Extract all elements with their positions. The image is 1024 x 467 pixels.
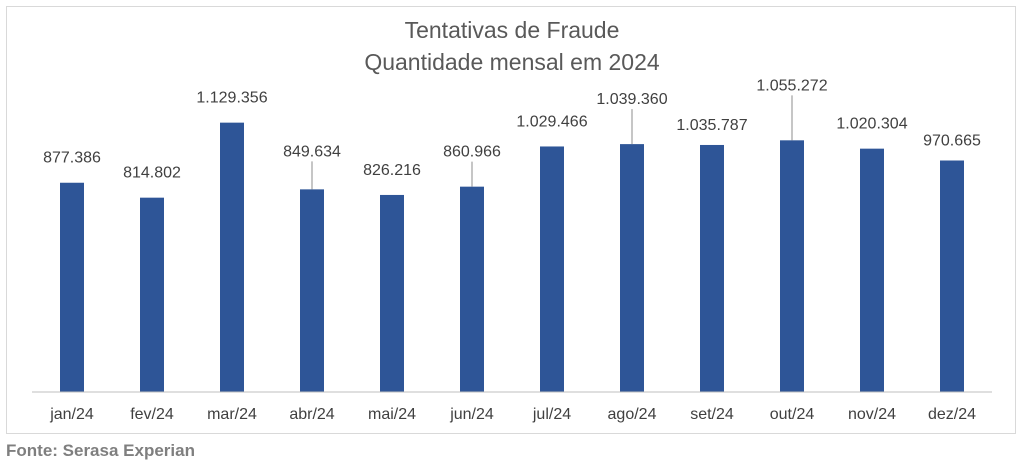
data-label-mar-24: 1.129.356 (196, 90, 267, 107)
chart-frame: Tentativas de Fraude Quantidade mensal e… (6, 6, 1016, 434)
bar-abr-24 (300, 189, 324, 392)
x-tick-mar-24: mar/24 (207, 406, 257, 423)
data-label-ago-24: 1.039.360 (596, 91, 667, 108)
chart-title: Tentativas de Fraude (405, 17, 620, 43)
x-tick-abr-24: abr/24 (289, 406, 334, 423)
chart-subtitle: Quantidade mensal em 2024 (364, 49, 660, 75)
x-tick-labels: jan/24 fev/24 mar/24 abr/24 mai/24 jun/24 jul/… (49, 406, 976, 423)
bar-nov-24 (860, 148, 884, 392)
x-tick-fev-24: fev/24 (130, 406, 174, 423)
bar-ago-24 (620, 144, 644, 392)
data-labels: 877.386 814.802 1.129.356 849.634 826.216 860… (43, 77, 981, 181)
x-tick-dez-24: dez/24 (928, 406, 976, 423)
bar-chart: Tentativas de Fraude Quantidade mensal e… (32, 17, 992, 423)
data-label-dez-24: 970.665 (923, 132, 981, 149)
bar-jun-24 (460, 186, 484, 392)
data-label-mai-24: 826.216 (363, 162, 421, 179)
bar-dez-24 (940, 160, 964, 392)
x-tick-jul-24: jul/24 (532, 406, 571, 423)
bar-jan-24 (60, 182, 84, 392)
bars-layer (60, 122, 964, 393)
x-tick-ago-24: ago/24 (608, 406, 657, 423)
bar-set-24 (700, 144, 724, 392)
leader-lines (311, 95, 793, 190)
x-tick-out-24: out/24 (770, 406, 815, 423)
bar-fev-24 (140, 197, 164, 392)
x-tick-set-24: set/24 (690, 406, 734, 423)
data-label-jun-24: 860.966 (443, 144, 501, 161)
x-tick-jan-24: jan/24 (49, 406, 94, 423)
bar-mar-24 (220, 122, 244, 393)
data-label-jul-24: 1.029.466 (516, 113, 587, 130)
data-label-nov-24: 1.020.304 (836, 116, 907, 133)
x-tick-mai-24: mai/24 (368, 406, 416, 423)
bar-jul-24 (540, 146, 564, 392)
bar-mai-24 (380, 194, 404, 392)
x-tick-jun-24: jun/24 (449, 406, 494, 423)
data-label-out-24: 1.055.272 (756, 77, 827, 94)
x-tick-nov-24: nov/24 (848, 406, 896, 423)
data-label-jan-24: 877.386 (43, 150, 101, 167)
bar-out-24 (780, 140, 804, 392)
data-label-abr-24: 849.634 (283, 143, 341, 160)
data-label-fev-24: 814.802 (123, 165, 181, 182)
data-label-set-24: 1.035.787 (676, 117, 747, 134)
source-note: Fonte: Serasa Experian (6, 441, 195, 460)
